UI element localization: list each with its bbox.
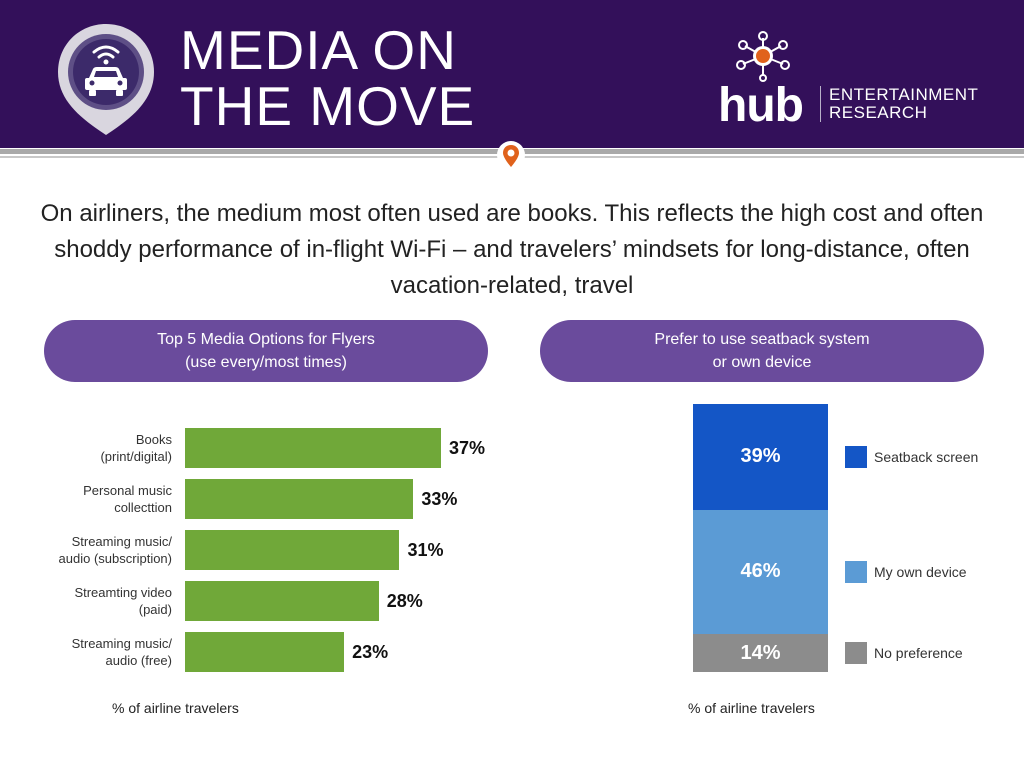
right-chart-title: Prefer to use seatback system or own dev… [540, 320, 984, 382]
legend-label: Seatback screen [874, 449, 979, 465]
bar-category-label-line: audio (free) [105, 653, 172, 668]
legend-swatch [845, 561, 867, 583]
bar-value-label: 33% [421, 489, 458, 509]
bar-category-label-line: (print/digital) [100, 449, 172, 464]
bar-value-label: 23% [352, 642, 389, 662]
legend-swatch [845, 642, 867, 664]
right-title-line-1: Prefer to use seatback system [654, 331, 870, 348]
right-footnote: % of airline travelers [688, 700, 815, 716]
stacked-segment: 14% [693, 634, 828, 672]
bar [185, 530, 400, 570]
bar-category-label-line: Streamting video [74, 585, 172, 600]
car-wifi-icon [58, 24, 154, 135]
bar-category-label-line: Personal music [83, 483, 172, 498]
bar [185, 632, 345, 672]
bar-category-label: Streaming music/audio (free) [20, 635, 172, 669]
bar-value-label: 31% [407, 540, 444, 560]
legend-label: My own device [874, 564, 967, 580]
brand-subtitle-line-1: ENTERTAINMENT [829, 85, 979, 104]
left-chart-title: Top 5 Media Options for Flyers (use ever… [44, 320, 488, 382]
bar-value-label: 28% [386, 591, 423, 611]
header-banner [0, 0, 1024, 148]
left-title-line-1: Top 5 Media Options for Flyers [157, 331, 375, 348]
bar-category-label-line: (paid) [138, 602, 172, 617]
legend-swatch [845, 446, 867, 468]
left-title-line-2: (use every/most times) [185, 354, 347, 371]
page-title: MEDIA ON THE MOVE [180, 22, 475, 134]
bar [185, 428, 441, 468]
bar-category-label-line: collecttion [114, 500, 172, 515]
hub-network-icon [736, 31, 790, 82]
brand-subtitle-line-2: RESEARCH [829, 103, 928, 122]
bar [185, 581, 379, 621]
bar-category-label-line: audio (subscription) [58, 551, 172, 566]
bar-category-label: Books (print/digital) [20, 431, 172, 465]
location-pin-icon [497, 141, 525, 169]
bar [185, 479, 414, 519]
bar-category-label: Streamting video (paid) [20, 584, 172, 618]
legend-label: No preference [874, 645, 963, 661]
title-line-2: THE MOVE [180, 75, 476, 137]
title-line-1: MEDIA ON [180, 19, 457, 81]
bar-value-label: 37% [449, 438, 486, 458]
bar-category-label-line: Books [135, 432, 172, 447]
bar-category-label: Personal music collecttion [20, 482, 172, 516]
right-title-line-2: or own device [712, 354, 812, 371]
bar-category-label: Streaming music/audio (subscription) [20, 533, 172, 567]
left-footnote: % of airline travelers [112, 700, 239, 716]
brand-logo-text: hub [718, 79, 804, 132]
bar-category-label-line: Streaming music/ [71, 534, 172, 549]
stacked-segment: 39% [693, 404, 828, 510]
bar-category-label-line: Streaming music/ [71, 636, 172, 651]
stacked-segment: 46% [693, 509, 828, 635]
brand-subtitle: ENTERTAINMENT RESEARCH [820, 86, 978, 122]
headline-text: On airliners, the medium most often used… [40, 200, 984, 299]
